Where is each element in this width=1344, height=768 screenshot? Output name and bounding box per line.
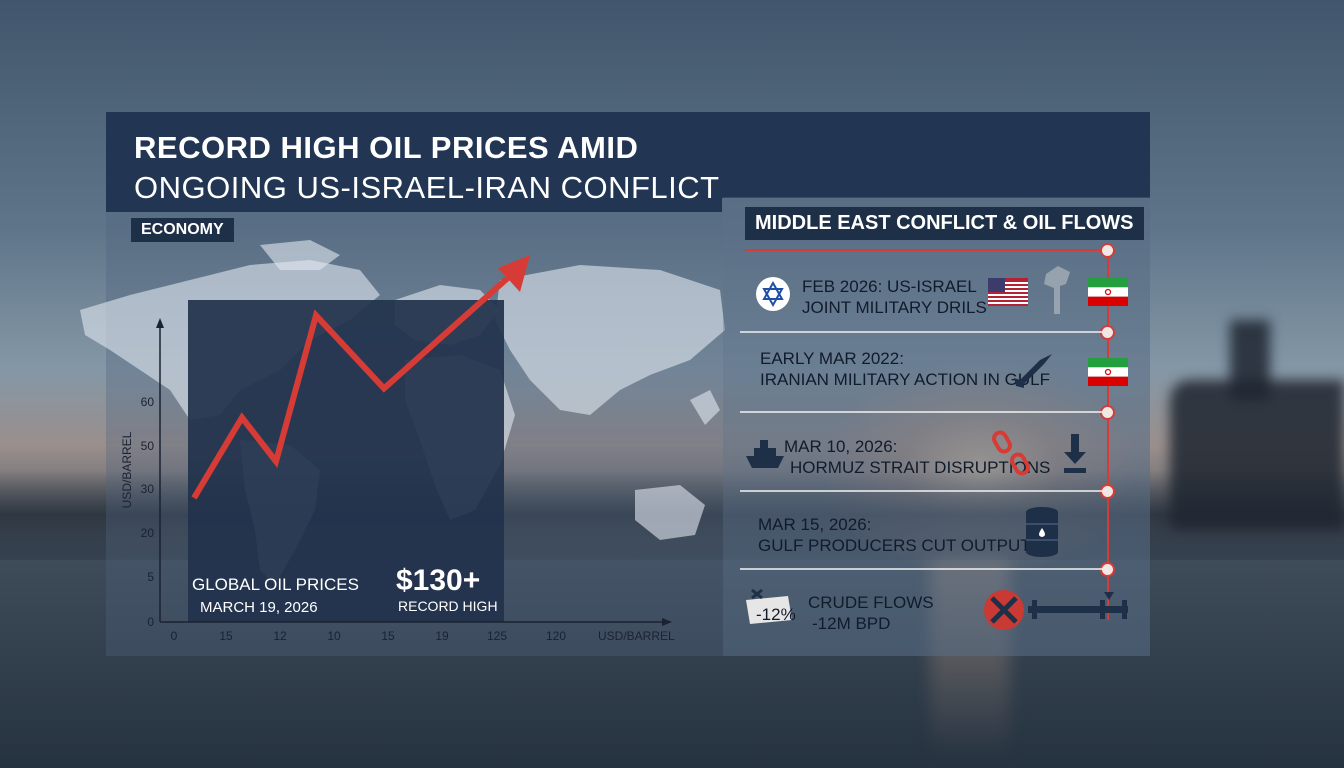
event-1-line-1: FEB 2026: US-ISRAEL [802,277,977,296]
down-arrow-icon [1064,434,1086,473]
headline-line-2: ONGOING US-ISRAEL-IRAN CONFLICT [134,170,720,205]
chart-area-fill [188,300,504,622]
crude-flow-tag: -12% [756,605,796,624]
y-tick-label: 60 [141,395,155,409]
event-2-line-1: EARLY MAR 2022: [760,349,904,368]
timeline-top-line [745,249,1107,251]
event-5-line-2: -12M BPD [812,614,891,633]
x-tick-label: 10 [327,629,341,643]
us-flag-icon [988,278,1028,306]
event-3-line-2: HORMUZ STRAIT DISRUPTIONS [790,458,1051,477]
event-5-line-1: CRUDE FLOWS [808,593,934,612]
timeline-node [1100,243,1115,258]
x-tick-label: 15 [219,629,233,643]
y-axis-arrow [156,318,164,328]
timeline-separator [740,490,1106,492]
timeline-panel [723,197,1150,656]
chart-label: GLOBAL OIL PRICES [192,575,359,594]
y-tick-label: 5 [147,570,154,584]
price-arrow-head [498,255,530,292]
iran-flag-icon [1088,358,1128,386]
timeline-line [1107,250,1109,620]
event-4-line-2: GULF PRODUCERS CUT OUTPUT [758,536,1031,555]
event-2-line-2: IRANIAN MILITARY ACTION IN GULF [760,370,1050,389]
blocked-pipeline-icon [984,590,1128,630]
x-tick-label: 15 [381,629,395,643]
event-5: CRUDE FLOWS -12M BPD [808,592,934,634]
y-tick-label: 50 [141,439,155,453]
price-value: $130+ [396,564,480,597]
x-tick-label: 120 [546,629,566,643]
tag-icon [746,588,792,624]
military-silhouette-icon [1044,266,1070,314]
event-1: FEB 2026: US-ISRAEL JOINT MILITARY DRILS [802,276,987,318]
event-2: EARLY MAR 2022: IRANIAN MILITARY ACTION … [760,348,1050,390]
event-3-line-1: MAR 10, 2026: [784,437,898,456]
timeline-separator [740,568,1106,570]
y-tick-label: 0 [147,615,154,629]
missile-icon [1014,354,1052,388]
x-tick-label: 12 [273,629,287,643]
y-axis-label: USD/BARREL [120,431,134,508]
x-axis-arrow [662,618,672,626]
event-4: MAR 15, 2026: GULF PRODUCERS CUT OUTPUT [758,514,1031,556]
y-tick-label: 30 [141,482,155,496]
x-axis-label: USD/BARREL [598,629,675,643]
event-3: MAR 10, 2026: HORMUZ STRAIT DISRUPTIONS [784,436,1050,478]
chart-date: MARCH 19, 2026 [200,599,318,616]
price-series-line [191,273,512,500]
event-4-line-1: MAR 15, 2026: [758,515,872,534]
timeline-separator [740,411,1106,413]
x-tick-label: 19 [435,629,449,643]
iran-flag-icon [1088,278,1128,306]
y-tick-label: 20 [141,526,155,540]
event-1-line-2: JOINT MILITARY DRILS [802,298,987,317]
x-tick-label: 0 [171,629,178,643]
tanker-ship-icon [746,440,784,468]
star-of-david-icon [756,277,790,311]
timeline-separator [740,331,1106,333]
headline-line-1: RECORD HIGH OIL PRICES AMID [134,130,639,165]
category-badge: ECONOMY [131,218,234,242]
ship-silhouette [1170,380,1344,530]
timeline-title: MIDDLE EAST CONFLICT & OIL FLOWS [745,207,1144,240]
price-caption: RECORD HIGH [398,598,498,614]
broken-chain-icon [992,430,1030,476]
title-sub-bar [106,168,722,212]
oil-barrel-icon [1026,507,1058,557]
x-tick-label: 125 [487,629,507,643]
